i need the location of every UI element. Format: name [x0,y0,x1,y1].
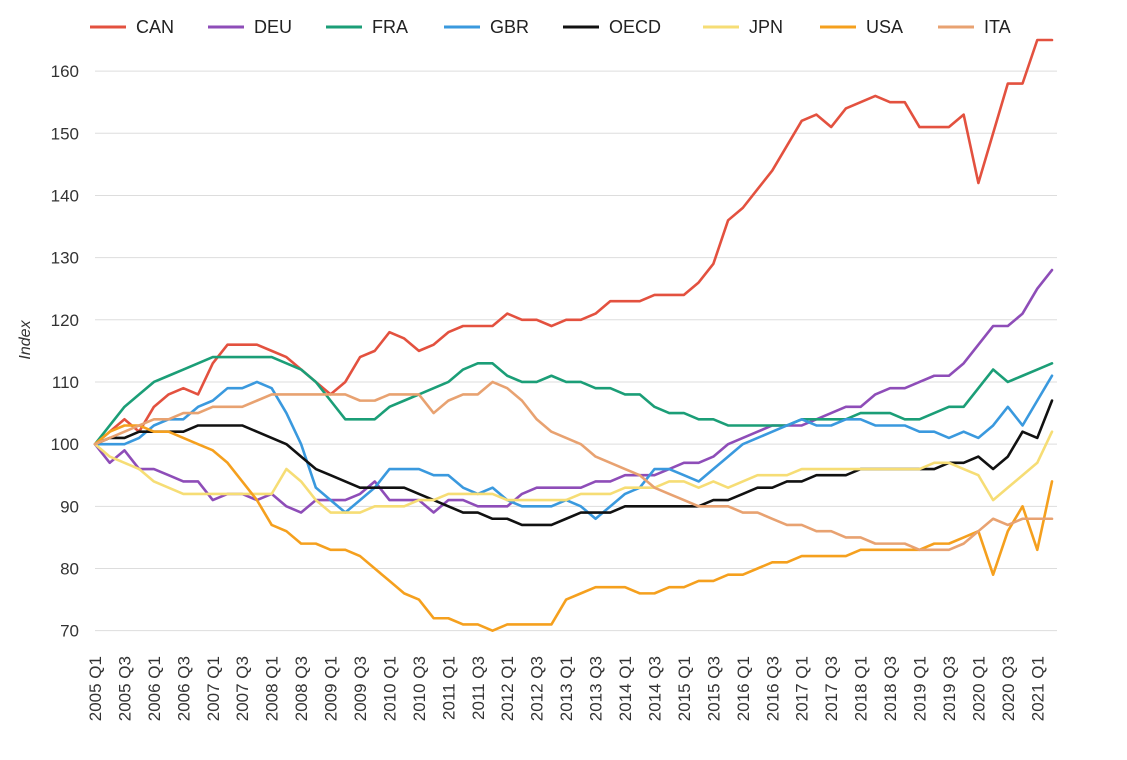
y-tick-label: 140 [51,186,79,205]
y-tick-label: 120 [51,311,79,330]
x-tick-label: 2017 Q1 [793,656,812,721]
x-tick-label: 2008 Q1 [263,656,282,721]
y-tick-label: 70 [60,622,79,641]
x-tick-label: 2019 Q3 [940,656,959,721]
x-tick-label: 2008 Q3 [292,656,311,721]
x-tick-label: 2015 Q3 [704,656,723,721]
x-tick-label: 2010 Q3 [410,656,429,721]
legend-item-gbr: GBR [444,17,529,37]
series-line-usa [93,424,1054,632]
x-axis-ticks: 2005 Q1 2005 Q3 2006 Q1 2006 Q3 2007 Q1 2007 … [86,656,1047,721]
x-tick-label: 2015 Q1 [675,656,694,721]
x-tick-label: 2020 Q1 [969,656,988,721]
x-tick-label: 2016 Q1 [734,656,753,721]
legend-item-fra: FRA [326,17,408,37]
series-line-can [93,38,1054,446]
y-tick-label: 90 [60,497,79,516]
legend-label: OECD [609,17,661,37]
x-tick-label: 2012 Q1 [498,656,517,721]
y-tick-label: 160 [51,62,79,81]
series-line-jpn [93,430,1054,514]
legend-label: JPN [749,17,783,37]
chart-legend: CAN DEU FRA GBR OECD JPN USA ITA [90,17,1011,37]
legend-item-usa: USA [820,17,903,37]
legend-item-deu: DEU [208,17,292,37]
x-tick-label: 2005 Q3 [115,656,134,721]
y-tick-label: 110 [52,373,79,392]
x-tick-label: 2007 Q3 [233,656,252,721]
x-tick-label: 2011 Q3 [469,656,488,720]
legend-item-ita: ITA [938,17,1011,37]
y-tick-label: 100 [51,435,79,454]
legend-label: GBR [490,17,529,37]
x-tick-label: 2017 Q3 [822,656,841,721]
x-tick-label: 2006 Q1 [145,656,164,721]
x-tick-label: 2009 Q1 [322,656,341,721]
y-tick-label: 130 [51,249,79,268]
legend-item-oecd: OECD [563,17,661,37]
x-tick-label: 2013 Q3 [587,656,606,721]
chart-series [93,38,1054,632]
x-tick-label: 2005 Q1 [86,656,105,721]
legend-label: ITA [984,17,1011,37]
legend-label: CAN [136,17,174,37]
x-tick-label: 2014 Q3 [645,656,664,721]
x-tick-label: 2016 Q3 [763,656,782,721]
legend-item-jpn: JPN [703,17,783,37]
x-tick-label: 2019 Q1 [910,656,929,721]
x-tick-label: 2007 Q1 [204,656,223,721]
legend-label: FRA [372,17,408,37]
x-tick-label: 2006 Q3 [174,656,193,721]
x-tick-label: 2010 Q1 [380,656,399,721]
y-tick-label: 150 [51,124,79,143]
legend-label: DEU [254,17,292,37]
x-tick-label: 2012 Q3 [528,656,547,721]
legend-item-can: CAN [90,17,174,37]
x-tick-label: 2018 Q1 [852,656,871,721]
x-tick-label: 2009 Q3 [351,656,370,721]
x-tick-label: 2021 Q1 [1028,656,1047,721]
y-axis-ticks: 70 80 90 100 110 120 130 140 150 160 [51,62,79,641]
x-tick-label: 2018 Q3 [881,656,900,721]
y-tick-label: 80 [60,559,79,578]
x-tick-label: 2013 Q1 [557,656,576,721]
x-tick-label: 2014 Q1 [616,656,635,721]
series-line-ita [93,380,1054,552]
series-line-fra [93,355,1054,446]
legend-label: USA [866,17,903,37]
x-tick-label: 2020 Q3 [999,656,1018,721]
x-tick-label: 2011 Q1 [439,656,458,720]
y-axis-title: Index [17,319,34,359]
series-line-gbr [93,374,1054,521]
